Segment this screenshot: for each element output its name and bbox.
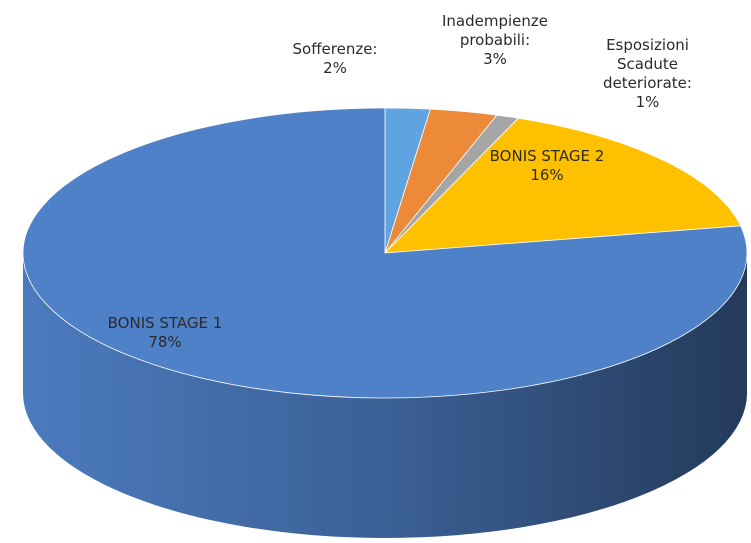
pie-slice	[22, 107, 748, 399]
slice-value: 78%	[148, 333, 182, 351]
slice-name: Sofferenze:	[292, 40, 378, 58]
slice-value: 16%	[530, 166, 564, 184]
slice-label: Inadempienze probabili: 3%	[430, 12, 560, 69]
slice-value: 1%	[635, 93, 660, 111]
slice-value: 2%	[323, 59, 347, 77]
slice-label: BONIS STAGE 1 78%	[85, 314, 245, 352]
slice-name: BONIS STAGE 1	[107, 314, 223, 332]
slice-label: Sofferenze: 2%	[275, 40, 395, 78]
slice-value: 3%	[483, 50, 507, 68]
pie-slice	[383, 117, 742, 254]
slice-name: BONIS STAGE 2	[489, 147, 605, 165]
slice-label: Esposizioni Scadute deteriorate: 1%	[585, 36, 710, 112]
slice-label: BONIS STAGE 2 16%	[487, 147, 607, 185]
slice-name: Esposizioni Scadute deteriorate:	[603, 36, 692, 92]
slice-name: Inadempienze probabili:	[441, 12, 548, 49]
pie-slice-side-shade	[23, 253, 747, 538]
